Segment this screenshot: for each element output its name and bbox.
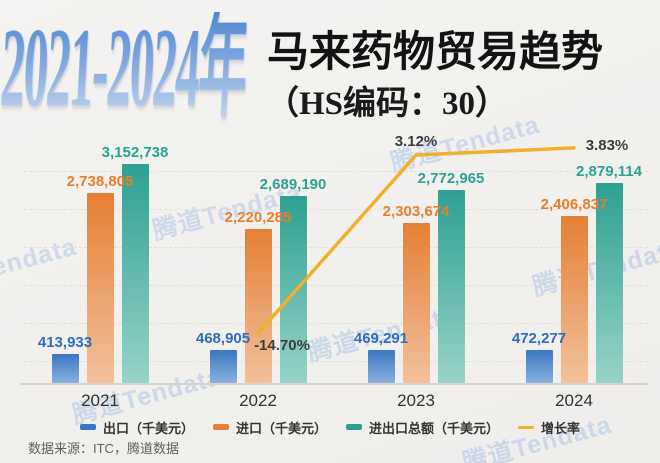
bar-出口（千美元）-2021: [51, 354, 79, 383]
bar-value-label: 2,303,674: [382, 203, 450, 220]
gridline: [24, 209, 648, 210]
bar-value-label: 3,152,738: [101, 144, 169, 161]
bar-进口（千美元）-2022: [244, 229, 272, 383]
legend-item: 出口（千美元）: [79, 418, 194, 437]
gridline: [24, 285, 648, 286]
data-source-note: 数据来源：ITC，腾道数据: [28, 441, 179, 456]
legend-swatch-icon: [518, 425, 535, 429]
bar-value-label: 2,738,805: [66, 173, 134, 190]
gridline: [24, 171, 648, 172]
gridline: [24, 323, 648, 324]
bar-进出口总额（千美元）-2024: [595, 183, 623, 383]
legend-label: 进口（千美元）: [235, 420, 327, 436]
bar-value-label: 2,406,837: [540, 196, 608, 213]
legend-swatch-icon: [346, 424, 362, 430]
x-axis-label: 2024: [555, 391, 593, 410]
legend-swatch-icon: [212, 424, 229, 430]
growth-rate-label: 3.83%: [585, 136, 629, 154]
chart-legend: 出口（千美元） 进口（千美元） 进出口总额（千美元） 增长率: [0, 418, 660, 437]
legend-item: 进口（千美元）: [212, 418, 327, 437]
bar-进口（千美元）-2021: [86, 193, 114, 383]
x-axis-label: 2022: [239, 391, 277, 410]
legend-label: 增长率: [541, 420, 581, 436]
bar-进出口总额（千美元）-2022: [279, 196, 307, 383]
x-axis-label: 2021: [81, 391, 119, 410]
page-subtitle: （HS编码：30）: [266, 86, 509, 122]
gridline: [24, 361, 648, 362]
bar-value-label: 472,277: [511, 330, 567, 347]
x-axis-label: 2023: [397, 391, 435, 410]
bar-value-label: 2,689,190: [259, 176, 327, 193]
legend-swatch-icon: [79, 424, 96, 430]
bar-进出口总额（千美元）-2023: [437, 190, 465, 383]
legend-item: 增长率: [518, 418, 580, 437]
legend-label: 进出口总额（千美元）: [369, 420, 500, 436]
bar-进出口总额（千美元）-2021: [121, 164, 149, 383]
growth-rate-label: -14.70%: [254, 337, 310, 355]
bar-value-label: 2,772,965: [417, 170, 485, 187]
bar-value-label: 413,933: [37, 334, 93, 351]
bar-value-label: 468,905: [195, 330, 251, 347]
bar-出口（千美元）-2024: [525, 350, 553, 383]
bar-出口（千美元）-2022: [209, 350, 237, 383]
bar-value-label: 2,220,285: [224, 209, 292, 226]
bar-进口（千美元）-2024: [560, 216, 588, 383]
legend-item: 进出口总额（千美元）: [346, 418, 499, 437]
growth-rate-label: 3.12%: [394, 133, 438, 151]
bar-进口（千美元）-2023: [402, 223, 430, 383]
x-axis-line: [20, 383, 648, 385]
bar-出口（千美元）-2023: [367, 350, 395, 383]
bar-value-label: 2,879,114: [576, 163, 642, 180]
bar-value-label: 469,291: [353, 330, 409, 347]
title-years-range: 2021-2024年: [0, 6, 250, 130]
page-title: 马来药物贸易趋势: [267, 30, 604, 76]
legend-label: 出口（千美元）: [102, 420, 194, 436]
